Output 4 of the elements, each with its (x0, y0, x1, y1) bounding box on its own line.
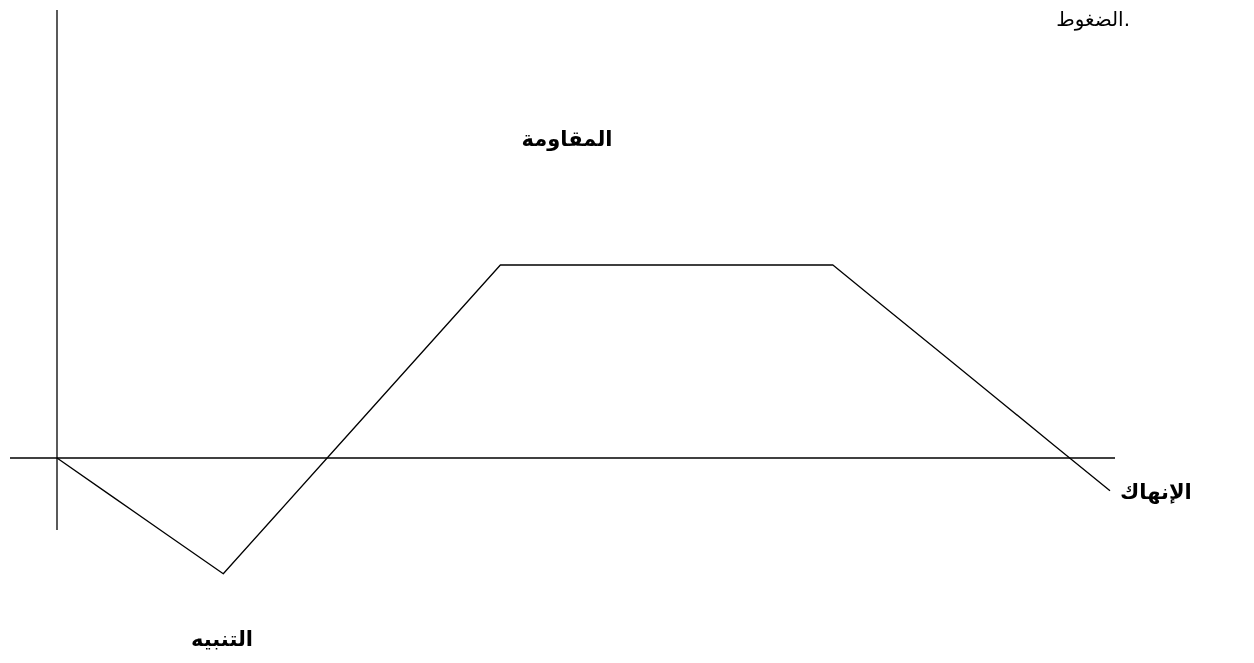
text: التنبيه (190, 627, 254, 651)
text: الإنهاك (1120, 480, 1192, 504)
text: الضغوط. (1056, 6, 1130, 31)
text: المقاومة (521, 127, 613, 151)
